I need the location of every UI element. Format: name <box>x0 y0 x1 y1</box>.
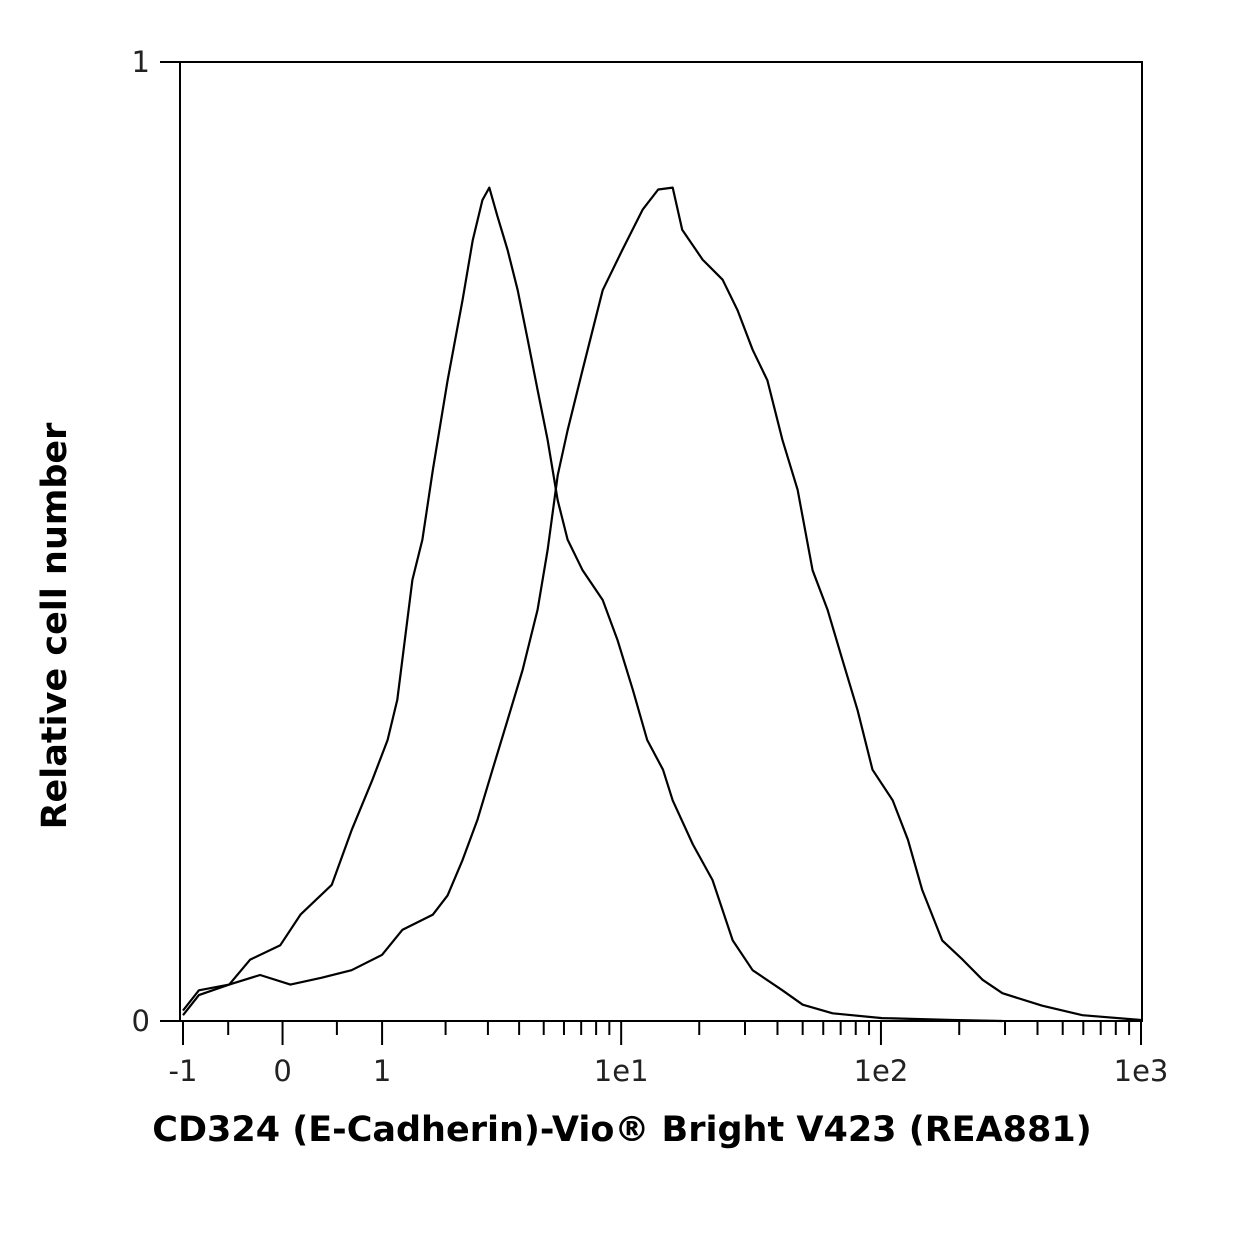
x-tick-label: -1 <box>169 1054 198 1088</box>
x-axis-label: CD324 (E-Cadherin)-Vio® Bright V423 (REA… <box>152 1110 1091 1150</box>
x-tick-label: 0 <box>273 1054 291 1088</box>
y-tick-label: 1 <box>132 45 150 79</box>
plot-frame <box>179 61 1143 1022</box>
histogram-line <box>182 186 1142 1022</box>
x-tick-label: 1 <box>373 1054 391 1088</box>
y-axis-label: Relative cell number <box>35 422 75 830</box>
y-tick-label: 0 <box>132 1004 150 1038</box>
x-tick-label: 1e3 <box>1114 1054 1169 1088</box>
x-tick-label: 1e2 <box>854 1054 909 1088</box>
x-tick-label: 1e1 <box>594 1054 649 1088</box>
histogram-line <box>182 186 1003 1023</box>
